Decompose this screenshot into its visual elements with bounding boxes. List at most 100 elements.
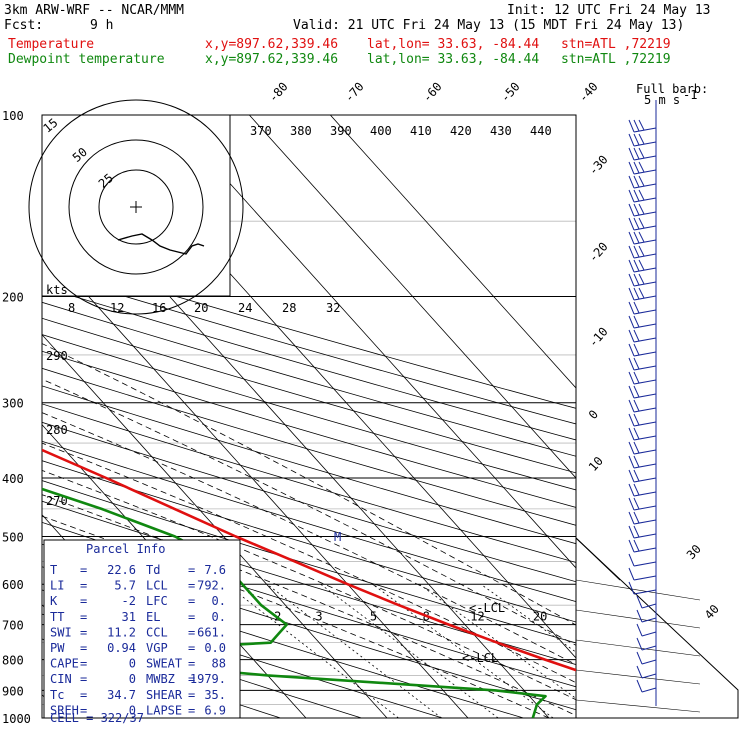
parcel-info-key: T xyxy=(50,563,57,577)
parcel-info-equals: = xyxy=(80,625,87,639)
mixing-ratio-line xyxy=(266,583,442,718)
parcel-info-key: CCL xyxy=(146,625,168,639)
parcel-info-equals: = xyxy=(188,641,195,655)
dewpoint-legend-station: stn=ATL ,72219 xyxy=(561,52,671,67)
parcel-info-equals: = xyxy=(80,703,87,717)
pressure-tick-label: 500 xyxy=(2,530,24,544)
right-frame-edge xyxy=(575,537,739,719)
isotherm-tick-label: -70 xyxy=(342,80,367,105)
parcel-info-value: 0.94 xyxy=(107,641,136,655)
parcel-info-key: Td xyxy=(146,563,160,577)
dry-adiabat-line xyxy=(42,460,576,623)
parcel-info-title: Parcel Info xyxy=(86,542,165,556)
parcel-info-value: 0 xyxy=(129,672,136,686)
parcel-info-key: VGP xyxy=(146,641,168,655)
dry-adiabat-line xyxy=(42,350,576,508)
theta-label: 410 xyxy=(410,124,432,138)
lcl-label: <-LCL xyxy=(462,651,498,665)
right-frame-guide-line xyxy=(575,609,701,629)
parcel-info-equals: = xyxy=(188,563,195,577)
parcel-info-equals: = xyxy=(80,688,87,702)
theta-label: 280 xyxy=(46,423,68,437)
pressure-tick-label: 300 xyxy=(2,397,24,411)
parcel-info-key: CAPE xyxy=(50,657,79,671)
theta-label: 290 xyxy=(46,349,68,363)
temperature-legend-latlon: lat,lon= 33.63, -84.44 xyxy=(367,37,540,52)
theta-label: 400 xyxy=(370,124,392,138)
wind-barb xyxy=(628,343,657,357)
hodograph-speed-label: 20 xyxy=(194,301,208,315)
parcel-info-equals: = xyxy=(188,672,195,686)
hodograph-trace xyxy=(117,233,205,255)
parcel-info-value: 34.7 xyxy=(107,688,136,702)
mixing-ratio-label: 3 xyxy=(315,610,322,624)
parcel-info-key: TT xyxy=(50,610,64,624)
parcel-info-key: MWBZ xyxy=(146,672,175,686)
pressure-tick-label: 900 xyxy=(2,684,24,698)
hodograph-unit-label: kts xyxy=(46,283,68,297)
temperature-legend-xy: x,y=897.62,339.46 xyxy=(205,37,339,52)
dry-adiabat-line xyxy=(42,440,576,602)
dewpoint-legend-xy: x,y=897.62,339.46 xyxy=(205,52,339,67)
dry-adiabat-line xyxy=(42,317,576,474)
dry-adiabat-line xyxy=(42,421,576,583)
temperature-legend-station: stn=ATL ,72219 xyxy=(561,37,671,52)
temperature-legend-name: Temperature xyxy=(8,37,95,52)
wind-barb xyxy=(628,497,657,511)
wind-barb xyxy=(628,553,657,567)
parcel-info-equals: = xyxy=(80,579,87,593)
wind-barb xyxy=(628,301,657,315)
parcel-info-equals: = xyxy=(80,641,87,655)
parcel-info-key: Tc xyxy=(50,688,64,702)
wind-barb xyxy=(636,651,657,665)
valid-time: Valid: 21 UTC Fri 24 May 13 (15 MDT Fri … xyxy=(293,18,685,33)
level-marker: M xyxy=(334,530,341,544)
temperature-series-line xyxy=(42,448,576,672)
isotherm-tick-label: -20 xyxy=(586,240,611,265)
parcel-info-equals: = xyxy=(188,625,195,639)
pressure-tick-label: 400 xyxy=(2,472,24,486)
right-frame-guide-line xyxy=(575,669,701,685)
parcel-info-value: 31 xyxy=(122,610,136,624)
hodograph-ring xyxy=(68,139,204,275)
wind-barb xyxy=(628,245,657,259)
pressure-tick-label: 600 xyxy=(2,578,24,592)
dewpoint-legend-latlon: lat,lon= 33.63, -84.44 xyxy=(367,52,540,67)
wind-barb xyxy=(628,189,657,203)
parcel-info-equals: = xyxy=(80,657,87,671)
hodograph-speed-label: 12 xyxy=(110,301,124,315)
hodograph-frame xyxy=(41,114,231,297)
moist-adiabat-line xyxy=(42,469,576,701)
isotherm-tick-label: -60 xyxy=(420,80,445,105)
wind-barb xyxy=(628,315,657,329)
dry-adiabat-line xyxy=(42,286,576,441)
pressure-tick-label: 200 xyxy=(2,291,24,305)
wind-barb xyxy=(628,259,657,273)
parcel-info-equals: = xyxy=(80,610,87,624)
wind-barb xyxy=(628,427,657,441)
wind-barb xyxy=(628,483,657,497)
isotherm-line xyxy=(330,115,576,389)
parcel-info-key: SHEAR xyxy=(146,688,183,702)
parcel-info-equals: = xyxy=(188,703,195,717)
isotherm-line xyxy=(42,244,469,718)
wind-barb xyxy=(628,399,657,413)
wind-barb xyxy=(636,623,657,637)
parcel-info-key: LI xyxy=(50,579,64,593)
wind-barb xyxy=(628,539,657,553)
parcel-info-value: 35. xyxy=(204,688,226,702)
isotherm-tick-label: 0 xyxy=(586,407,601,422)
wind-barb xyxy=(628,231,657,245)
dry-adiabat-line xyxy=(42,403,576,563)
wind-barb xyxy=(628,385,657,399)
parcel-info-value: 661. xyxy=(197,625,226,639)
mixing-ratio-line xyxy=(320,583,499,718)
wind-barb xyxy=(636,679,657,693)
wind-barb xyxy=(628,371,657,385)
theta-label: 420 xyxy=(450,124,472,138)
isotherm-tick-label: -40 xyxy=(576,80,601,105)
wind-barb xyxy=(628,147,657,161)
right-frame-diagonal xyxy=(575,537,621,581)
